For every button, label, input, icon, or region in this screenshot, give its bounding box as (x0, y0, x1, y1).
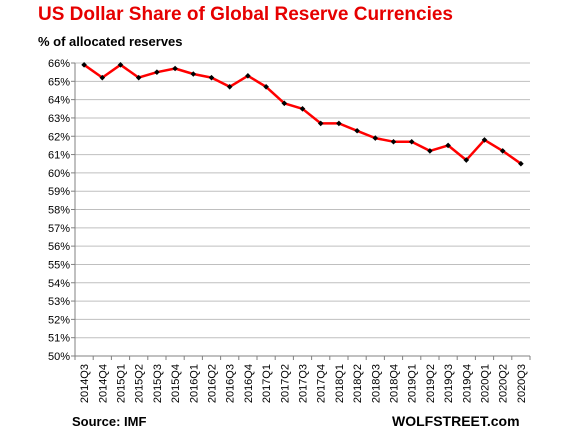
x-tick-label: 2019Q2 (425, 364, 437, 403)
x-tick-labels: 2014Q3 2014Q4 2015Q1 2015Q2 2015Q3 2015Q4 2016… (79, 364, 528, 403)
x-tick-label: 2018Q3 (370, 364, 382, 403)
data-point (226, 84, 233, 90)
data-point (190, 71, 197, 77)
series-markers (81, 62, 524, 167)
grid-lines (75, 62, 530, 357)
data-point (99, 74, 106, 81)
y-tick-label: 59% (48, 186, 70, 198)
x-tick-label: 2015Q3 (152, 364, 164, 403)
x-tick-label: 2020Q1 (480, 364, 492, 403)
y-tick-label: 50% (48, 351, 70, 363)
data-point (372, 135, 379, 141)
data-point (154, 69, 160, 75)
x-tick-label: 2019Q4 (461, 364, 473, 403)
data-point (299, 105, 306, 112)
brand-label: WOLFSTREET.com (392, 413, 520, 429)
x-tick-label: 2017Q3 (298, 364, 310, 403)
data-point (427, 148, 433, 154)
y-tick-labels: 50% 51% 52% 53% 54% 55% 56% 57% 58% 59% 60% 61% 62% 6… (48, 58, 70, 363)
x-tick-label: 2015Q4 (170, 364, 182, 403)
source-label: Source: IMF (72, 414, 147, 429)
x-tick-label: 2016Q3 (225, 364, 237, 403)
y-tick-label: 57% (48, 223, 70, 235)
x-tick-label: 2017Q1 (261, 364, 273, 403)
data-point (518, 160, 524, 167)
y-tick-label: 54% (48, 278, 70, 290)
x-tick-label: 2019Q3 (443, 364, 455, 403)
data-point (208, 74, 215, 81)
x-tick-label: 2020Q3 (516, 364, 528, 403)
data-point (172, 65, 178, 72)
x-tick-label: 2020Q2 (498, 364, 510, 403)
chart-title: US Dollar Share of Global Reserve Curren… (38, 4, 453, 25)
x-tick-label: 2015Q1 (116, 364, 128, 403)
data-point (117, 62, 124, 68)
data-point (281, 100, 288, 107)
data-point (354, 127, 360, 134)
series-lines (83, 63, 522, 165)
data-point (245, 73, 251, 79)
y-tick-label: 63% (48, 113, 70, 125)
x-tick-label: 2018Q4 (389, 364, 401, 403)
x-tick-label: 2014Q4 (97, 364, 109, 403)
x-tick-label: 2016Q4 (243, 364, 255, 403)
axes (71, 62, 531, 360)
data-point (336, 120, 342, 127)
y-tick-label: 53% (48, 296, 70, 308)
x-tick-label: 2019Q1 (407, 364, 419, 403)
data-point (263, 84, 269, 90)
y-tick-label: 60% (48, 168, 70, 180)
y-tick-label: 55% (48, 259, 70, 271)
x-tick-label: 2017Q2 (279, 364, 291, 403)
data-point (135, 74, 142, 81)
data-point (499, 148, 506, 154)
data-point (408, 138, 415, 145)
y-tick-label: 52% (48, 314, 70, 326)
x-tick-label: 2016Q1 (188, 364, 200, 403)
y-tick-label: 56% (48, 241, 70, 253)
data-point (463, 157, 470, 163)
x-tick-label: 2015Q2 (134, 364, 146, 403)
data-point (390, 138, 397, 145)
y-tick-label: 61% (48, 150, 70, 162)
y-tick-label: 62% (48, 131, 70, 143)
y-tick-label: 64% (48, 95, 70, 107)
y-tick-label: 65% (48, 76, 70, 88)
x-tick-label: 2017Q4 (316, 364, 328, 403)
x-tick-label: 2018Q1 (334, 364, 346, 403)
data-point (317, 120, 324, 127)
series-line (83, 63, 522, 165)
y-tick-label: 66% (48, 58, 70, 70)
y-tick-label: 58% (48, 205, 70, 217)
x-tick-label: 2018Q2 (352, 364, 364, 403)
y-tick-label: 51% (48, 333, 70, 345)
chart-subtitle: % of allocated reserves (38, 34, 183, 49)
x-tick-label: 2014Q3 (79, 364, 91, 403)
data-point (81, 62, 87, 68)
data-point (445, 142, 451, 149)
data-point (481, 137, 488, 143)
x-tick-label: 2016Q2 (207, 364, 219, 403)
